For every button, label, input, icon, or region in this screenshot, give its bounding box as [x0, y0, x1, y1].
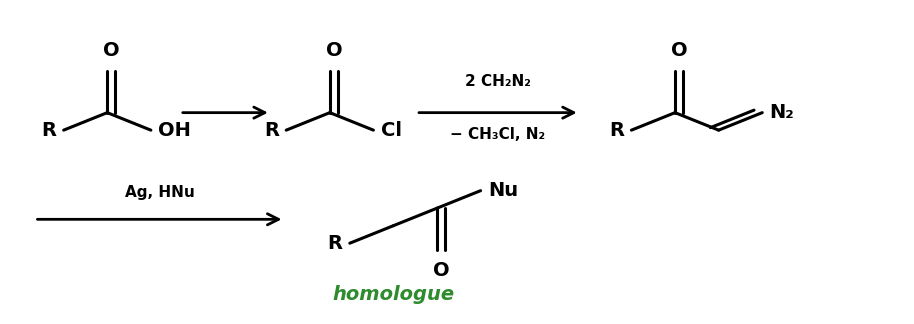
- Text: Ag, HNu: Ag, HNu: [124, 185, 195, 200]
- Text: O: O: [433, 261, 450, 280]
- Text: homologue: homologue: [333, 285, 454, 304]
- Text: Cl: Cl: [381, 121, 401, 140]
- Text: R: R: [41, 121, 57, 140]
- Text: − CH₃Cl, N₂: − CH₃Cl, N₂: [451, 127, 546, 142]
- Text: N₂: N₂: [770, 103, 794, 122]
- Text: 2 CH₂N₂: 2 CH₂N₂: [465, 74, 531, 89]
- Text: O: O: [103, 41, 120, 60]
- Text: Nu: Nu: [488, 181, 518, 200]
- Text: O: O: [671, 41, 687, 60]
- Text: R: R: [609, 121, 624, 140]
- Text: R: R: [264, 121, 279, 140]
- Text: OH: OH: [158, 121, 191, 140]
- Text: O: O: [325, 41, 342, 60]
- Text: R: R: [327, 234, 343, 253]
